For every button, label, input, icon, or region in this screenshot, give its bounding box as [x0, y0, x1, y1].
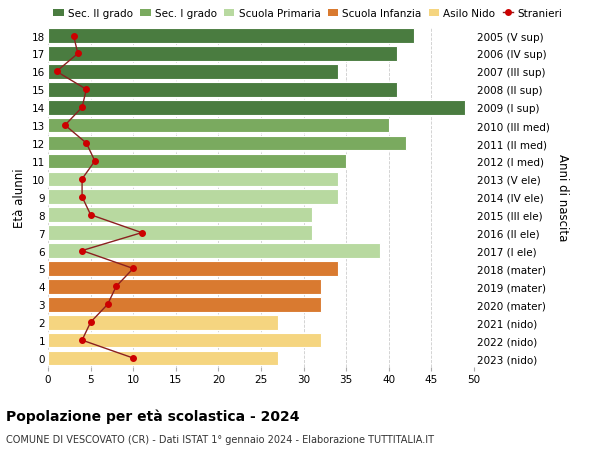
Bar [48, 136, 406, 151]
Text: COMUNE DI VESCOVATO (CR) - Dati ISTAT 1° gennaio 2024 - Elaborazione TUTTITALIA.: COMUNE DI VESCOVATO (CR) - Dati ISTAT 1°… [6, 434, 434, 444]
Bar [48, 154, 346, 169]
Y-axis label: Età alunni: Età alunni [13, 168, 26, 227]
Bar [48, 172, 338, 187]
Y-axis label: Anni di nascita: Anni di nascita [556, 154, 569, 241]
Bar [48, 226, 312, 241]
Bar [48, 333, 320, 348]
Text: Popolazione per età scolastica - 2024: Popolazione per età scolastica - 2024 [6, 409, 299, 423]
Bar [48, 47, 397, 62]
Bar [48, 65, 338, 79]
Bar [48, 208, 312, 223]
Bar [48, 29, 415, 44]
Bar [48, 101, 466, 115]
Bar [48, 83, 397, 97]
Bar [48, 190, 338, 205]
Bar [48, 315, 278, 330]
Legend: Sec. II grado, Sec. I grado, Scuola Primaria, Scuola Infanzia, Asilo Nido, Stran: Sec. II grado, Sec. I grado, Scuola Prim… [53, 9, 562, 19]
Bar [48, 297, 320, 312]
Bar [48, 351, 278, 365]
Bar [48, 244, 380, 258]
Bar [48, 262, 338, 276]
Bar [48, 280, 320, 294]
Bar [48, 118, 389, 133]
